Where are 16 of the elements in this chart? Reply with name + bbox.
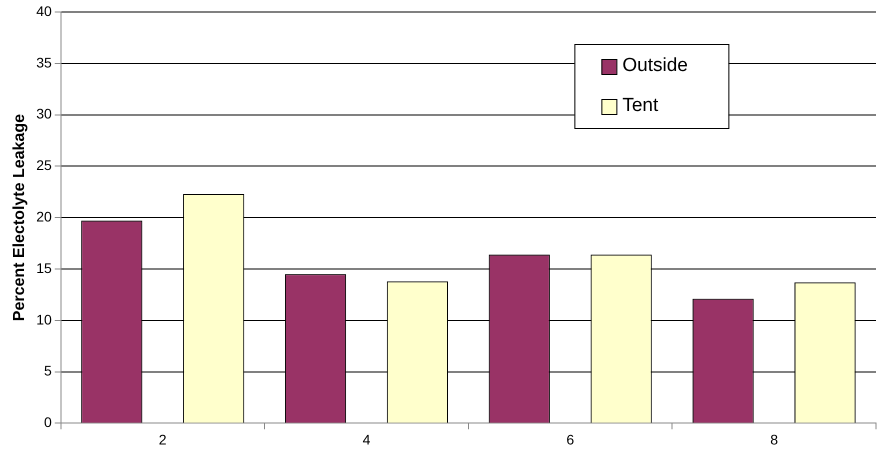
legend-label: Tent (622, 95, 659, 116)
y-tick-label: 25 (36, 157, 52, 174)
x-tick-label: 8 (770, 431, 778, 448)
y-axis-title: Percent Electolyte Leakage (11, 114, 28, 322)
y-tick-label: 40 (36, 2, 52, 19)
y-tick-label: 30 (36, 106, 52, 122)
y-tick-label: 35 (36, 54, 52, 70)
y-tick-label: 20 (36, 208, 52, 224)
y-tick-label: 10 (36, 311, 52, 328)
y-tick-label: 5 (44, 362, 52, 379)
x-tick-label: 4 (362, 431, 371, 448)
y-tick-label: 0 (44, 414, 52, 430)
y-tick-label: 15 (36, 260, 52, 276)
x-tick-label: 6 (566, 431, 574, 448)
x-tick-label: 2 (158, 431, 167, 448)
legend-label: Outside (622, 55, 688, 76)
